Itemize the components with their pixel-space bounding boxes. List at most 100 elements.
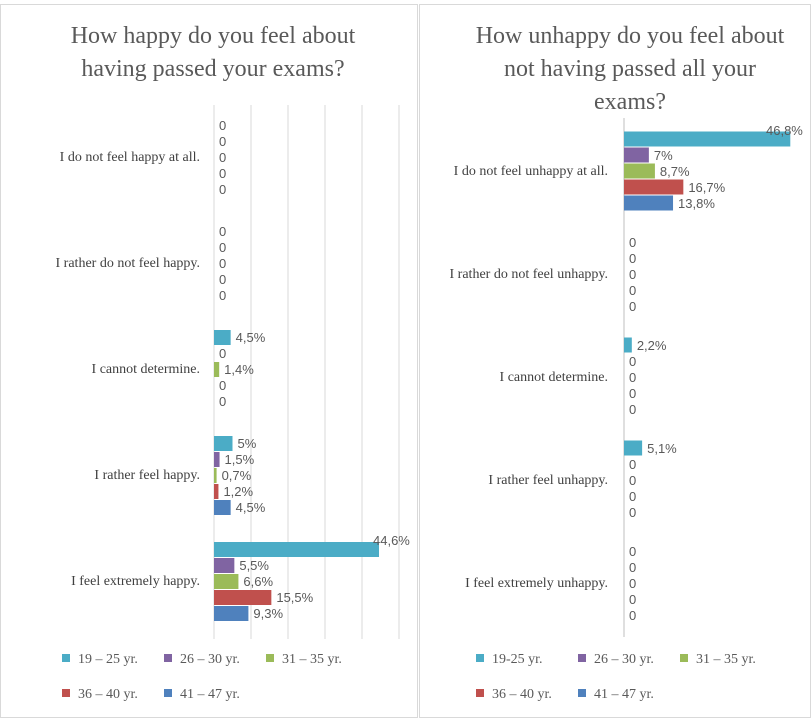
value-label: 0 [629,369,637,385]
legend-entry: 31 – 35 yr. [266,652,342,668]
value-label: 46,8% [766,122,803,138]
legend-swatch [164,654,172,662]
value-label: 16,7% [688,179,726,195]
category-label: I rather do not feel unhappy. [449,266,608,282]
value-label: 0 [219,256,227,271]
value-label: 0 [219,240,227,255]
value-label: 1,5% [224,452,255,467]
value-label: 8,7% [659,163,690,179]
legend-label: 26 – 30 yr. [180,652,240,667]
bar [214,362,220,377]
value-label: 5% [237,436,257,451]
legend-label: 26 – 30 yr. [594,652,654,667]
value-label: 0 [219,150,227,165]
value-label: 4,5% [235,500,266,515]
bar [214,558,235,573]
legend-swatch [680,654,688,662]
value-label: 7% [653,147,673,163]
legend-entry: 41 – 47 yr. [578,687,654,703]
value-label: 6,6% [243,574,274,589]
category-label: I do not feel unhappy at all. [453,163,608,179]
value-label: 1,4% [224,362,254,377]
bar [214,452,220,467]
legend-swatch [578,689,586,697]
legend-label: 36 – 40 yr. [492,687,552,702]
legend-swatch [164,689,172,697]
chart-panel [0,4,418,718]
value-label: 0,7% [221,468,252,483]
value-label: 0 [629,607,637,623]
bar [624,195,674,211]
chart-title: How unhappy do you feel about not having… [475,23,785,115]
value-label: 0 [629,456,637,472]
bar [214,468,217,483]
bar [214,590,272,605]
value-label: 0 [629,488,637,504]
legend-entry: 36 – 40 yr. [62,687,138,703]
legend-swatch [476,689,484,697]
value-label: 5,1% [647,440,677,456]
value-label: 0 [629,353,637,369]
value-label: 0 [219,394,227,409]
value-label: 0 [629,504,637,520]
value-label: 0 [629,234,637,250]
bar [214,574,239,589]
legend-swatch [266,654,274,662]
legend-entry: 41 – 47 yr. [164,687,240,703]
value-label: 0 [629,591,637,607]
category-label: I cannot determine. [499,369,608,385]
value-label: 0 [629,266,637,282]
bar [214,484,219,499]
legend-entry: 31 – 35 yr. [680,652,756,668]
legend-entry: 26 – 30 yr. [578,652,654,668]
legend-label: 41 – 47 yr. [594,687,654,702]
value-label: 5,5% [239,558,269,573]
value-label: 0 [219,288,227,303]
legend-entry: 36 – 40 yr. [476,687,552,703]
legend-entry: 19-25 yr. [476,652,543,668]
category-label: I rather feel unhappy. [488,472,608,488]
legend-entry: 19 – 25 yr. [62,652,138,668]
value-label: 0 [219,378,227,393]
value-label: 44,6% [373,533,410,548]
value-label: 0 [629,575,637,591]
bar [624,163,655,179]
category-label: I feel extremely happy. [71,574,200,589]
value-label: 0 [219,346,227,361]
category-label: I feel extremely unhappy. [465,575,608,591]
legend-label: 19 – 25 yr. [78,652,138,667]
value-label: 0 [629,250,637,266]
category-label: I rather feel happy. [94,468,200,483]
value-label: 0 [629,298,637,314]
legend-label: 41 – 47 yr. [180,687,240,702]
bar [214,500,231,515]
value-label: 4,5% [235,330,266,345]
value-label: 0 [629,543,637,559]
value-label: 0 [629,559,637,575]
value-label: 0 [629,472,637,488]
bar [624,147,649,163]
value-label: 0 [629,282,637,298]
bar [214,330,231,345]
value-label: 15,5% [276,590,314,605]
bar [624,440,643,456]
category-label: I cannot determine. [91,362,200,377]
value-label: 0 [219,118,227,133]
value-label: 2,2% [636,337,667,353]
legend-swatch [62,689,70,697]
value-label: 9,3% [253,606,284,621]
legend-label: 31 – 35 yr. [282,652,342,667]
legend-entry: 26 – 30 yr. [164,652,240,668]
legend-swatch [578,654,586,662]
value-label: 0 [629,385,637,401]
value-label: 0 [219,166,227,181]
bar [624,337,632,353]
chart-title: How happy do you feel about having passe… [70,23,356,82]
legend-label: 36 – 40 yr. [78,687,138,702]
legend-swatch [62,654,70,662]
value-label: 0 [629,401,637,417]
category-label: I do not feel happy at all. [59,150,200,165]
value-label: 0 [219,182,227,197]
